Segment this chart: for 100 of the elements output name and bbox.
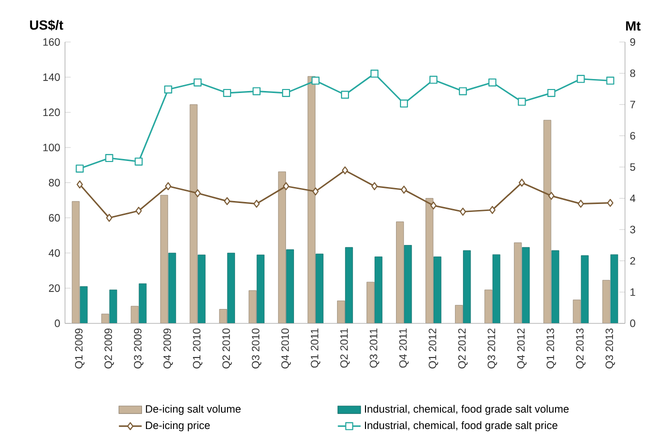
bar (168, 252, 176, 324)
y-tick-label: 40 (48, 249, 60, 257)
y2-tick-label: 0 (630, 319, 636, 327)
bar (366, 282, 374, 324)
bar (404, 244, 412, 324)
point (76, 164, 84, 172)
point (518, 98, 526, 106)
point (341, 90, 350, 99)
bar (426, 198, 434, 324)
point (460, 208, 466, 216)
point (576, 74, 585, 83)
bar (337, 300, 345, 324)
bar (286, 249, 294, 324)
legend-label: Industrial, chemical, food grade salt price (364, 421, 558, 432)
x-tick-label: Q3 2009 (134, 328, 144, 368)
x-tick-label: Q2 2009 (104, 328, 114, 368)
x-tick-label: Q3 2011 (370, 328, 380, 368)
point (371, 182, 378, 190)
point (105, 154, 114, 162)
y2-tick-label: 7 (630, 100, 636, 108)
point (194, 189, 201, 198)
bar (610, 254, 618, 324)
bar (434, 256, 442, 324)
bar (278, 171, 286, 324)
bar (374, 256, 382, 324)
point (312, 187, 319, 196)
x-tick-label: Q1 2013 (546, 328, 556, 368)
x-tick-label: Q4 2010 (281, 328, 291, 368)
bar (308, 76, 316, 324)
bar (198, 254, 206, 324)
x-tick-label: Q1 2012 (428, 328, 438, 368)
point (134, 157, 143, 166)
point (165, 182, 172, 190)
bar (316, 254, 324, 324)
x-tick-label: Q1 2010 (192, 328, 202, 368)
legend-label: De-icing salt volume (146, 404, 241, 415)
point (282, 88, 290, 97)
point (547, 88, 556, 97)
y-tick-label: 120 (43, 108, 60, 116)
point (458, 87, 467, 96)
point (489, 206, 496, 214)
point (224, 196, 230, 205)
point (606, 76, 614, 85)
y-tick-label: 60 (48, 214, 60, 222)
x-tick-label: Q4 2012 (517, 328, 527, 368)
y2-tick-label: 8 (630, 69, 636, 77)
bar (551, 250, 560, 324)
point (164, 85, 172, 94)
bar (227, 252, 235, 324)
point (548, 192, 554, 200)
y2-tick-label: 2 (630, 256, 636, 264)
point (578, 200, 584, 208)
y-tick-label: 20 (48, 284, 60, 292)
x-tick-label: Q3 2010 (252, 328, 262, 368)
y-tick-label: 100 (43, 144, 60, 152)
bar (396, 221, 404, 324)
x-tick-label: Q1 2011 (310, 328, 320, 368)
point (136, 206, 142, 215)
bar (248, 290, 256, 324)
point (370, 69, 378, 78)
point (607, 198, 614, 207)
y-tick-label: 0 (54, 319, 60, 327)
point (400, 99, 408, 108)
point (194, 78, 202, 86)
x-tick-label: Q3 2012 (488, 328, 498, 368)
point (488, 78, 496, 86)
x-tick-label: Q3 2013 (606, 328, 615, 368)
bar (492, 254, 500, 324)
point (106, 214, 112, 222)
x-tick-label: Q4 2011 (399, 328, 409, 368)
bar (463, 250, 471, 324)
x-tick-label: Q2 2011 (340, 328, 350, 368)
point (429, 76, 438, 84)
point (342, 166, 348, 174)
point (282, 182, 290, 190)
bar (80, 286, 88, 324)
point (400, 186, 408, 194)
bar (109, 290, 118, 324)
legend-label: De-icing price (146, 421, 210, 432)
y-tick-label: 160 (43, 38, 60, 46)
bar (580, 255, 589, 324)
x-tick-label: Q1 2009 (75, 328, 84, 368)
legend-label: Industrial, chemical, food grade salt volume (364, 404, 569, 415)
point (312, 76, 320, 85)
bar (256, 254, 264, 324)
point (430, 201, 437, 210)
point (223, 88, 232, 97)
x-tick-label: Q2 2013 (576, 328, 586, 368)
x-tick-label: Q4 2009 (163, 328, 173, 368)
y2-tick-label: 3 (630, 226, 636, 234)
y-tick-label: 80 (48, 178, 60, 186)
y2-axis-title: Mt (626, 21, 641, 30)
point (253, 200, 260, 208)
point (252, 87, 261, 96)
point (76, 180, 83, 188)
y-axis-title: US$/t (30, 20, 64, 30)
x-tick-label: Q2 2012 (458, 328, 468, 368)
y2-tick-label: 4 (630, 194, 636, 202)
bar (522, 247, 530, 324)
y-tick-label: 140 (43, 73, 60, 81)
